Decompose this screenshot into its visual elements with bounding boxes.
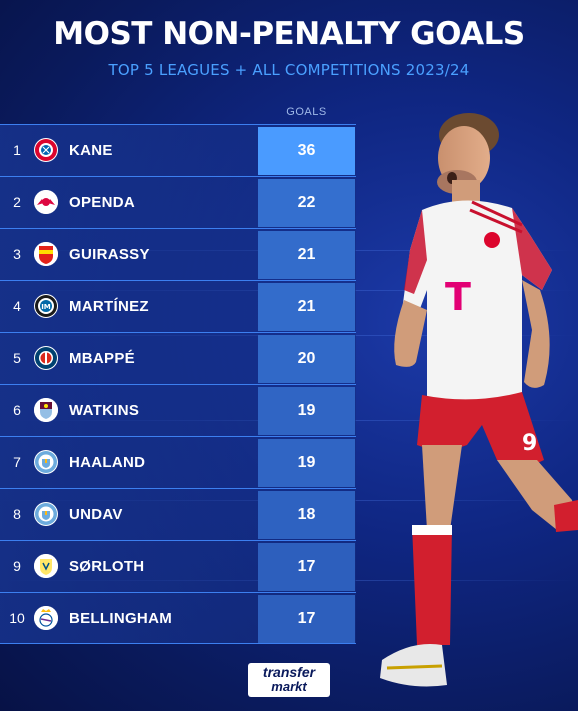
goals-cell: 22 — [258, 179, 355, 227]
goals-column-header: GOALS — [286, 106, 327, 118]
table-row: 2 OPENDA 22 — [0, 176, 356, 228]
rank-number: 3 — [13, 246, 21, 262]
villarreal-crest-icon — [34, 554, 58, 578]
logo-text-line1: transfer — [262, 664, 316, 680]
vfb-stuttgart-crest-icon — [34, 242, 58, 266]
table-row: 4 IM MARTÍNEZ 21 — [0, 280, 356, 332]
player-name: WATKINS — [69, 402, 140, 419]
table-row: 3 GUIRASSY 21 — [0, 228, 356, 280]
shirt-sponsor-logo: T — [445, 275, 471, 319]
aston-villa-crest-icon — [34, 398, 58, 422]
player-shirt — [400, 200, 552, 406]
manchester-city-crest-icon — [34, 450, 58, 474]
goals-table: 1 KANE 36 2 OPENDA 22 3 GUIRASSY 21 4 IM… — [0, 124, 356, 644]
manchester-city-crest-icon — [34, 502, 58, 526]
rank-number: 4 — [13, 298, 21, 314]
goals-cell: 17 — [258, 543, 355, 591]
transfermarkt-logo: transfer markt — [248, 663, 330, 697]
table-row: 10 BELLINGHAM 17 — [0, 592, 356, 644]
player-photo-image: T 9 — [380, 113, 578, 687]
table-row: 1 KANE 36 — [0, 124, 356, 176]
goals-cell: 19 — [258, 439, 355, 487]
player-name: UNDAV — [69, 506, 123, 523]
rank-number: 9 — [13, 558, 21, 574]
svg-text:IM: IM — [41, 303, 51, 311]
rank-number: 7 — [13, 454, 21, 470]
page-subtitle: TOP 5 LEAGUES + ALL COMPETITIONS 2023/24 — [108, 61, 470, 79]
goals-cell: 36 — [258, 127, 355, 175]
player-boot — [380, 644, 447, 687]
table-row: 7 HAALAND 19 — [0, 436, 356, 488]
real-madrid-crest-icon — [34, 606, 58, 630]
player-name: OPENDA — [69, 194, 135, 211]
rank-number: 2 — [13, 194, 21, 210]
player-name: HAALAND — [69, 454, 146, 471]
goals-cell: 21 — [258, 283, 355, 331]
player-name: BELLINGHAM — [69, 610, 172, 627]
inter-milan-crest-icon: IM — [34, 294, 58, 318]
logo-text-line2: markt — [271, 679, 307, 694]
rank-number: 1 — [13, 142, 21, 158]
table-row: 9 SØRLOTH 17 — [0, 540, 356, 592]
rb-leipzig-crest-icon — [34, 190, 58, 214]
table-row: 5 MBAPPÉ 20 — [0, 332, 356, 384]
bayern-munich-crest-icon — [34, 138, 58, 162]
goals-cell: 21 — [258, 231, 355, 279]
goals-cell: 19 — [258, 387, 355, 435]
player-sock-left — [412, 525, 452, 645]
table-row: 6 WATKINS 19 — [0, 384, 356, 436]
player-sock-right — [554, 500, 578, 532]
player-name: MARTÍNEZ — [69, 298, 149, 315]
player-name: SØRLOTH — [69, 558, 145, 575]
goals-cell: 17 — [258, 595, 355, 643]
rank-number: 5 — [13, 350, 21, 366]
page-title: MOST NON-PENALTY GOALS — [53, 16, 525, 52]
table-row: 8 UNDAV 18 — [0, 488, 356, 540]
player-name: MBAPPÉ — [69, 350, 135, 367]
rank-number: 10 — [9, 610, 25, 626]
goals-cell: 18 — [258, 491, 355, 539]
psg-crest-icon — [34, 346, 58, 370]
player-name: GUIRASSY — [69, 246, 150, 263]
player-name: KANE — [69, 142, 113, 159]
shorts-number: 9 — [522, 431, 537, 456]
rank-number: 8 — [13, 506, 21, 522]
goals-cell: 20 — [258, 335, 355, 383]
rank-number: 6 — [13, 402, 21, 418]
